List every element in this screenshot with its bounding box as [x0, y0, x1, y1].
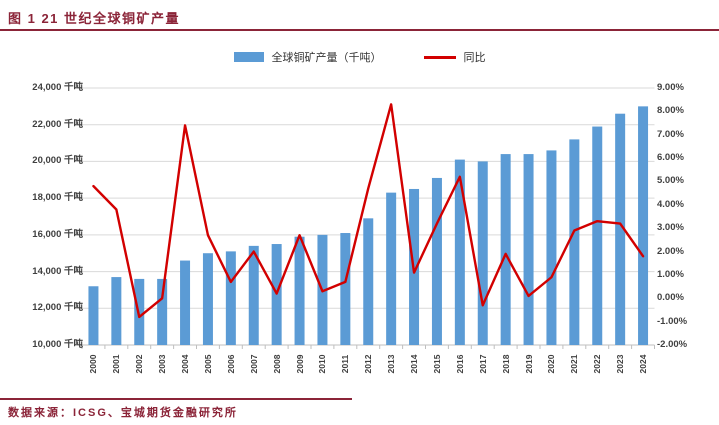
- x-axis-year-label: 2018: [500, 354, 511, 374]
- right-axis-tick: 3.00%: [657, 222, 684, 234]
- production-bar: [569, 139, 580, 345]
- yoy-line: [92, 103, 645, 319]
- legend-item-yoy: 同比: [423, 49, 486, 65]
- right-axis-tick: 8.00%: [657, 105, 684, 117]
- x-axis-year-label: 2008: [271, 354, 282, 374]
- left-axis-tick: 10,000 千吨: [32, 339, 83, 350]
- x-axis-year-label: 2021: [569, 354, 580, 374]
- production-bar: [615, 113, 626, 345]
- production-bar: [340, 233, 351, 345]
- copper-production-chart: 24,000 千吨 22,000 千吨 20,000 千吨 18,000 千吨 16,0…: [32, 82, 688, 374]
- figure-title: 图 1 21 世纪全球铜矿产量: [8, 11, 181, 26]
- line-swatch-icon: [423, 55, 456, 59]
- x-axis-year-label: 2000: [88, 354, 99, 374]
- production-bar: [431, 177, 442, 345]
- right-axis-tick: 5.00%: [657, 175, 684, 187]
- production-bar: [88, 286, 99, 345]
- data-source: 数据来源：ICSG、宝城期货金融研究所: [8, 407, 238, 419]
- production-bar: [111, 277, 122, 345]
- x-axis-year-label: 2002: [134, 354, 145, 374]
- production-bar: [363, 218, 374, 345]
- production-bar: [180, 260, 191, 345]
- production-bar: [454, 159, 465, 345]
- x-axis-year-label: 2003: [157, 354, 168, 374]
- right-axis-tick: -2.00%: [657, 339, 688, 350]
- x-axis-year-label: 2010: [317, 354, 328, 374]
- x-axis-year-label: 2014: [409, 354, 420, 374]
- x-axis-year-label: 2016: [454, 354, 465, 374]
- left-axis-tick: 18,000 千吨: [32, 192, 83, 204]
- right-axis-tick: 4.00%: [657, 198, 684, 210]
- x-axis-year-label: 2024: [638, 354, 649, 374]
- right-axis-tick: -1.00%: [657, 315, 688, 327]
- x-axis-year-label: 2015: [431, 354, 442, 374]
- x-axis-year-label: 2009: [294, 354, 305, 374]
- x-axis-year-label: 2019: [523, 354, 534, 374]
- x-axis-year-label: 2023: [615, 354, 626, 374]
- production-bar: [386, 192, 397, 345]
- legend-label-yoy: 同比: [463, 52, 486, 64]
- chart-canvas: [80, 87, 655, 349]
- production-bar: [225, 251, 236, 345]
- left-axis-tick: 16,000 千吨: [32, 228, 83, 240]
- production-bar: [157, 278, 168, 345]
- x-axis-year-label: 2004: [180, 354, 191, 374]
- x-axis-year-label: 2017: [477, 354, 488, 374]
- left-axis-tick: 20,000 千吨: [32, 155, 83, 167]
- left-axis-tick: 24,000 千吨: [32, 82, 83, 93]
- production-bar: [500, 154, 511, 345]
- right-axis-tick: 2.00%: [657, 245, 684, 257]
- production-bar: [638, 106, 649, 345]
- bar-swatch-icon: [233, 52, 264, 62]
- left-axis-tick: 14,000 千吨: [32, 265, 83, 277]
- x-axis-year-label: 2007: [248, 354, 259, 374]
- left-axis-tick: 12,000 千吨: [32, 302, 83, 314]
- legend-item-production: 全球铜矿产量（千吨）: [233, 49, 382, 65]
- production-bar: [248, 245, 259, 345]
- x-axis-year-label: 2001: [111, 354, 122, 374]
- chart-legend: 全球铜矿产量（千吨） 同比: [0, 48, 719, 66]
- production-bar: [477, 161, 488, 345]
- right-axis-tick: 0.00%: [657, 292, 684, 304]
- x-axis-year-label: 2011: [340, 354, 351, 374]
- x-axis-year-label: 2005: [202, 354, 213, 374]
- left-axis-tick: 22,000 千吨: [32, 118, 83, 130]
- x-axis-year-label: 2013: [386, 354, 397, 374]
- production-bar: [202, 253, 213, 345]
- right-axis-tick: 6.00%: [657, 152, 684, 164]
- right-axis-tick: 7.00%: [657, 128, 684, 140]
- production-bar: [294, 236, 305, 345]
- x-axis-year-label: 2012: [363, 354, 374, 374]
- right-axis-tick: 1.00%: [657, 268, 684, 280]
- production-bar: [546, 150, 557, 345]
- x-axis-year-label: 2022: [592, 354, 603, 374]
- production-bar: [523, 154, 534, 345]
- x-axis-year-label: 2006: [225, 354, 236, 374]
- production-bar: [592, 126, 603, 345]
- legend-label-production: 全球铜矿产量（千吨）: [271, 52, 382, 64]
- title-divider: [0, 29, 719, 31]
- x-axis-year-label: 2020: [546, 354, 557, 374]
- footer-divider: [0, 398, 352, 400]
- right-axis-tick: 9.00%: [657, 82, 684, 93]
